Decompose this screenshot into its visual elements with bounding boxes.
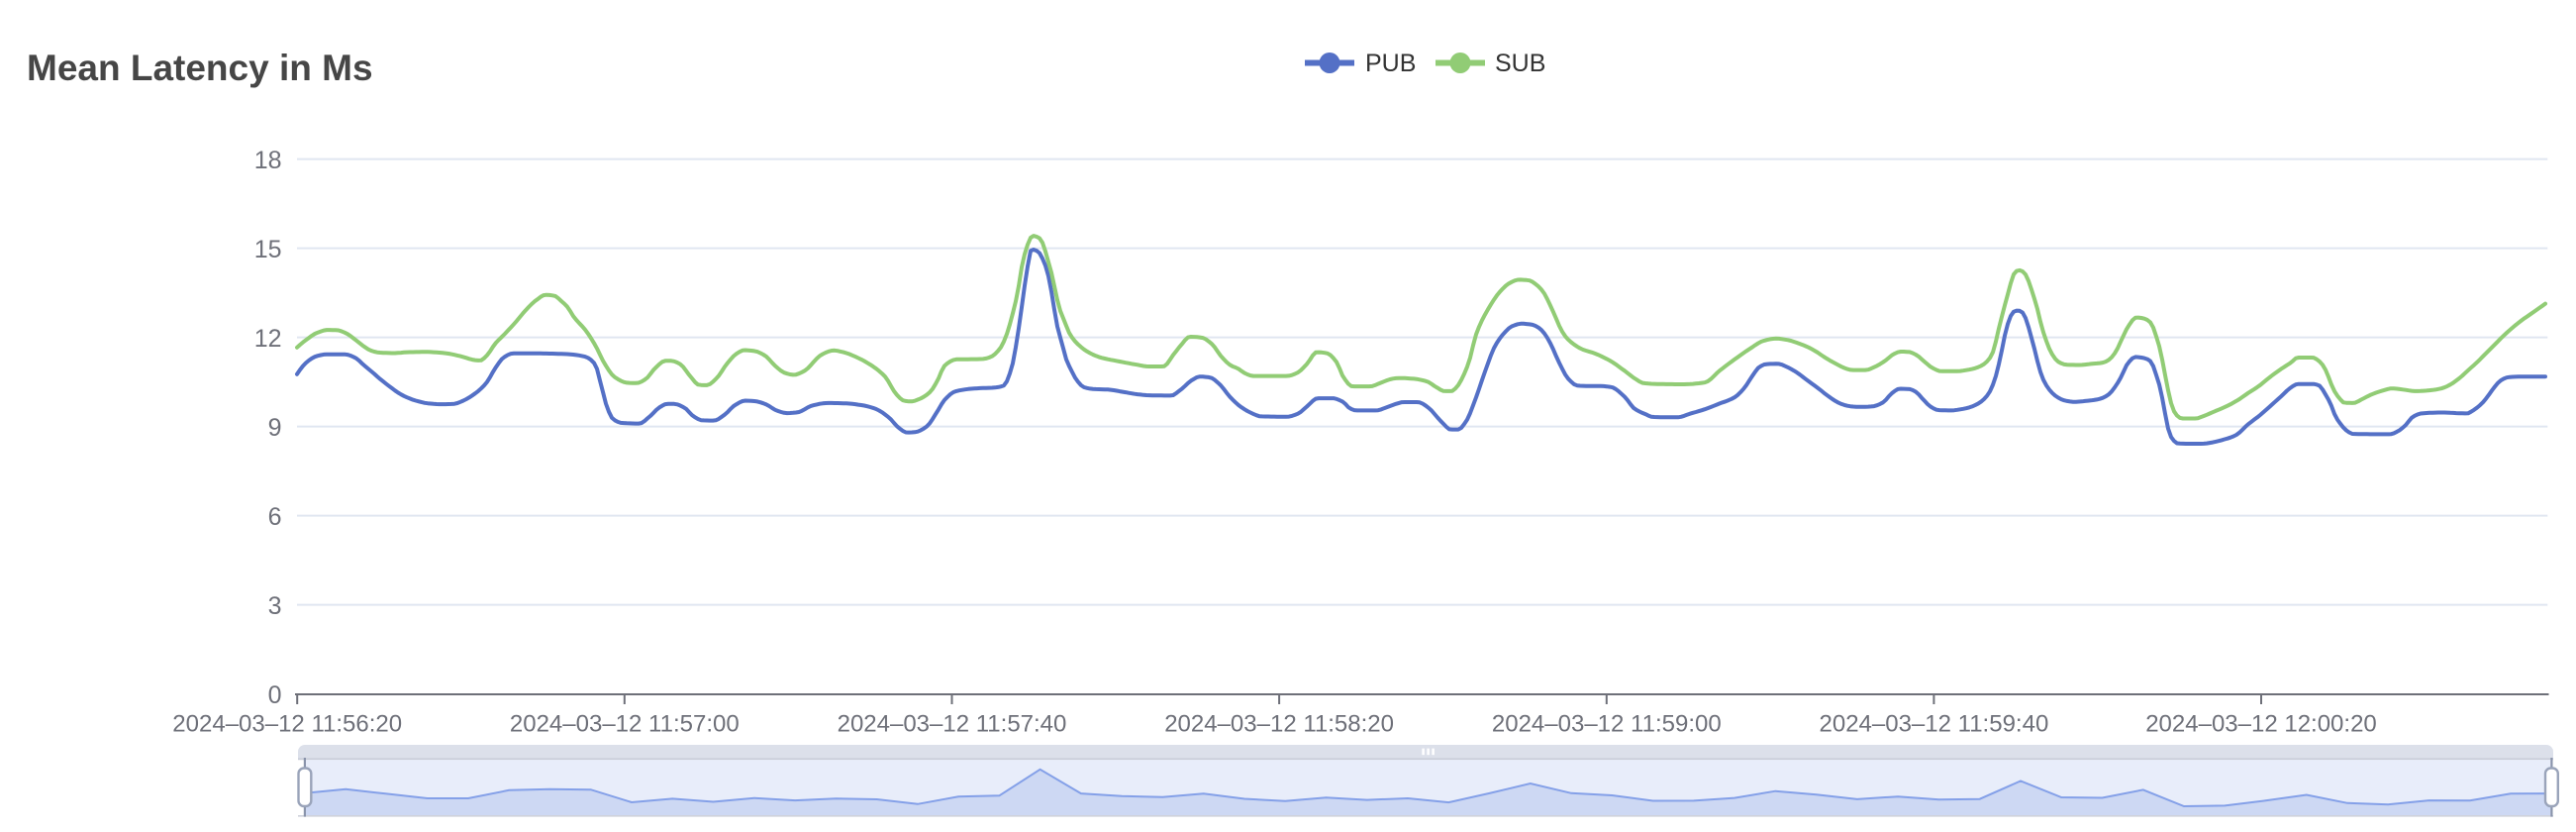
svg-text:2024–03–12 11:59:40: 2024–03–12 11:59:40 <box>1820 711 2049 738</box>
svg-text:15: 15 <box>254 236 282 263</box>
svg-text:3: 3 <box>268 592 282 620</box>
svg-text:2024–03–12 11:57:40: 2024–03–12 11:57:40 <box>838 711 1067 738</box>
svg-text:18: 18 <box>254 147 282 174</box>
svg-text:2024–03–12 11:59:00: 2024–03–12 11:59:00 <box>1492 711 1722 738</box>
svg-text:2024–03–12 11:57:00: 2024–03–12 11:57:00 <box>510 711 740 738</box>
svg-text:6: 6 <box>268 503 282 531</box>
svg-text:SUB: SUB <box>1495 50 1545 77</box>
svg-text:PUB: PUB <box>1365 50 1416 77</box>
svg-text:0: 0 <box>268 681 282 709</box>
svg-text:9: 9 <box>268 414 282 442</box>
svg-text:2024–03–12 11:58:20: 2024–03–12 11:58:20 <box>1164 711 1394 738</box>
svg-text:2024–03–12 12:00:20: 2024–03–12 12:00:20 <box>2145 711 2377 738</box>
svg-text:2024–03–12 11:56:20: 2024–03–12 11:56:20 <box>172 711 402 738</box>
svg-text:Mean Latency in Ms: Mean Latency in Ms <box>27 48 373 88</box>
svg-text:12: 12 <box>254 325 282 353</box>
